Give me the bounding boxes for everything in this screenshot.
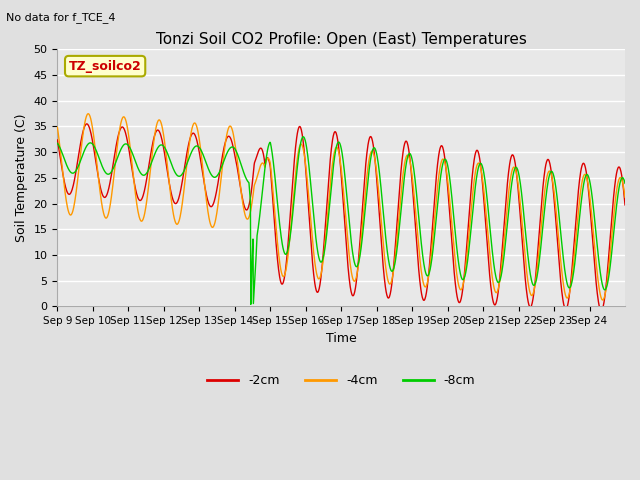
Text: TZ_soilco2: TZ_soilco2 [68,60,141,72]
Title: Tonzi Soil CO2 Profile: Open (East) Temperatures: Tonzi Soil CO2 Profile: Open (East) Temp… [156,32,527,47]
Text: No data for f_TCE_4: No data for f_TCE_4 [6,12,116,23]
Y-axis label: Soil Temperature (C): Soil Temperature (C) [15,114,28,242]
Legend: -2cm, -4cm, -8cm: -2cm, -4cm, -8cm [202,369,481,392]
X-axis label: Time: Time [326,332,356,345]
